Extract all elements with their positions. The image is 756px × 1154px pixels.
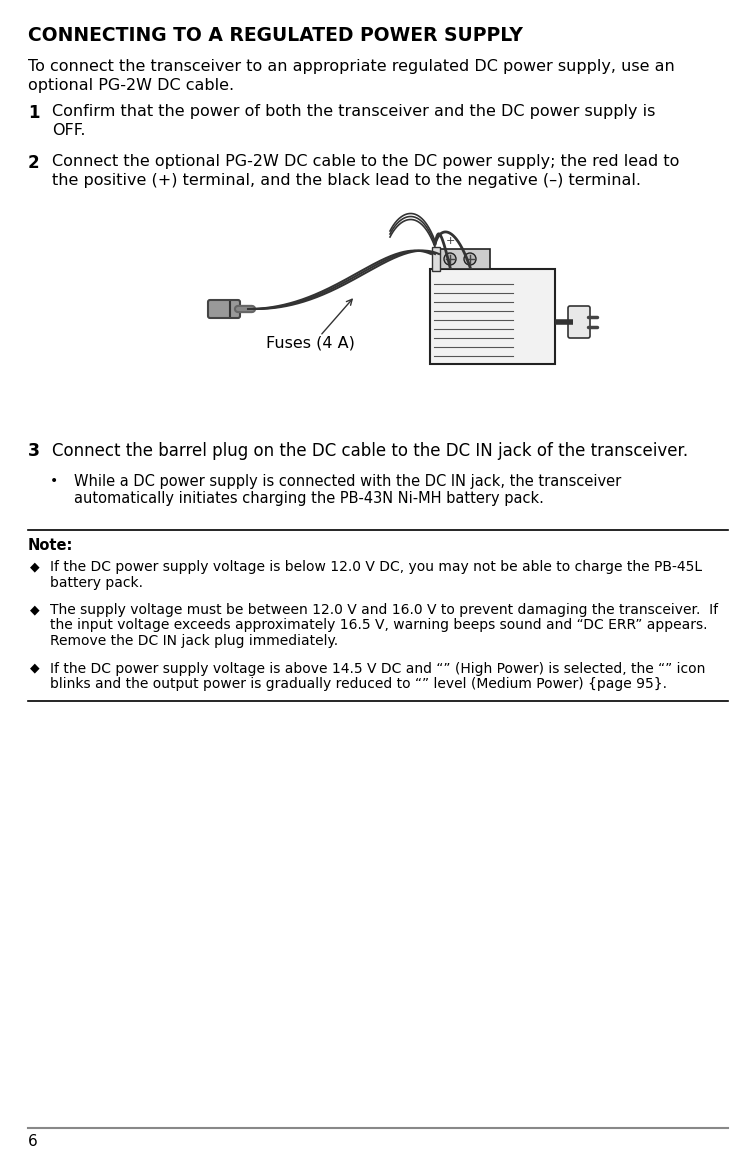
Text: To connect the transceiver to an appropriate regulated DC power supply, use an: To connect the transceiver to an appropr… [28, 59, 675, 74]
Text: If the DC power supply voltage is below 12.0 V DC, you may not be able to charge: If the DC power supply voltage is below … [50, 560, 702, 574]
Text: If the DC power supply voltage is above 14.5 V DC and “” (High Power) is selecte: If the DC power supply voltage is above … [50, 661, 705, 675]
Text: While a DC power supply is connected with the DC IN jack, the transceiver: While a DC power supply is connected wit… [74, 474, 621, 489]
Text: the positive (+) terminal, and the black lead to the negative (–) terminal.: the positive (+) terminal, and the black… [52, 173, 641, 188]
Text: Connect the optional PG-2W DC cable to the DC power supply; the red lead to: Connect the optional PG-2W DC cable to t… [52, 153, 680, 168]
Text: OFF.: OFF. [52, 123, 85, 138]
Text: Note:: Note: [28, 538, 73, 553]
Text: the input voltage exceeds approximately 16.5 V, warning beeps sound and “DC ERR”: the input voltage exceeds approximately … [50, 619, 708, 632]
FancyBboxPatch shape [568, 306, 590, 338]
Text: The supply voltage must be between 12.0 V and 16.0 V to prevent damaging the tra: The supply voltage must be between 12.0 … [50, 604, 718, 617]
FancyBboxPatch shape [208, 300, 240, 319]
Text: +: + [445, 237, 454, 246]
Text: CONNECTING TO A REGULATED POWER SUPPLY: CONNECTING TO A REGULATED POWER SUPPLY [28, 27, 523, 45]
Bar [430, 269, 555, 364]
Circle shape [444, 253, 456, 265]
Bar [432, 247, 440, 271]
Bar [440, 249, 490, 269]
Text: ◆: ◆ [30, 661, 39, 674]
Text: Remove the DC IN jack plug immediately.: Remove the DC IN jack plug immediately. [50, 634, 338, 649]
Text: battery pack.: battery pack. [50, 576, 143, 590]
Text: 3: 3 [28, 442, 40, 460]
Text: automatically initiates charging the PB-43N Ni-MH battery pack.: automatically initiates charging the PB-… [74, 490, 544, 505]
Circle shape [464, 253, 476, 265]
Text: ◆: ◆ [30, 604, 39, 616]
Text: optional PG-2W DC cable.: optional PG-2W DC cable. [28, 78, 234, 93]
Text: blinks and the output power is gradually reduced to “” level (Medium Power) {pag: blinks and the output power is gradually… [50, 677, 667, 691]
Text: 6: 6 [28, 1134, 38, 1149]
Text: ◆: ◆ [30, 560, 39, 574]
Text: Fuses (4 A): Fuses (4 A) [265, 336, 355, 351]
Text: Connect the barrel plug on the DC cable to the DC IN jack of the transceiver.: Connect the barrel plug on the DC cable … [52, 442, 688, 460]
Text: •: • [50, 474, 58, 488]
Text: 1: 1 [28, 104, 39, 122]
Text: 2: 2 [28, 153, 39, 172]
Text: Confirm that the power of both the transceiver and the DC power supply is: Confirm that the power of both the trans… [52, 104, 655, 119]
